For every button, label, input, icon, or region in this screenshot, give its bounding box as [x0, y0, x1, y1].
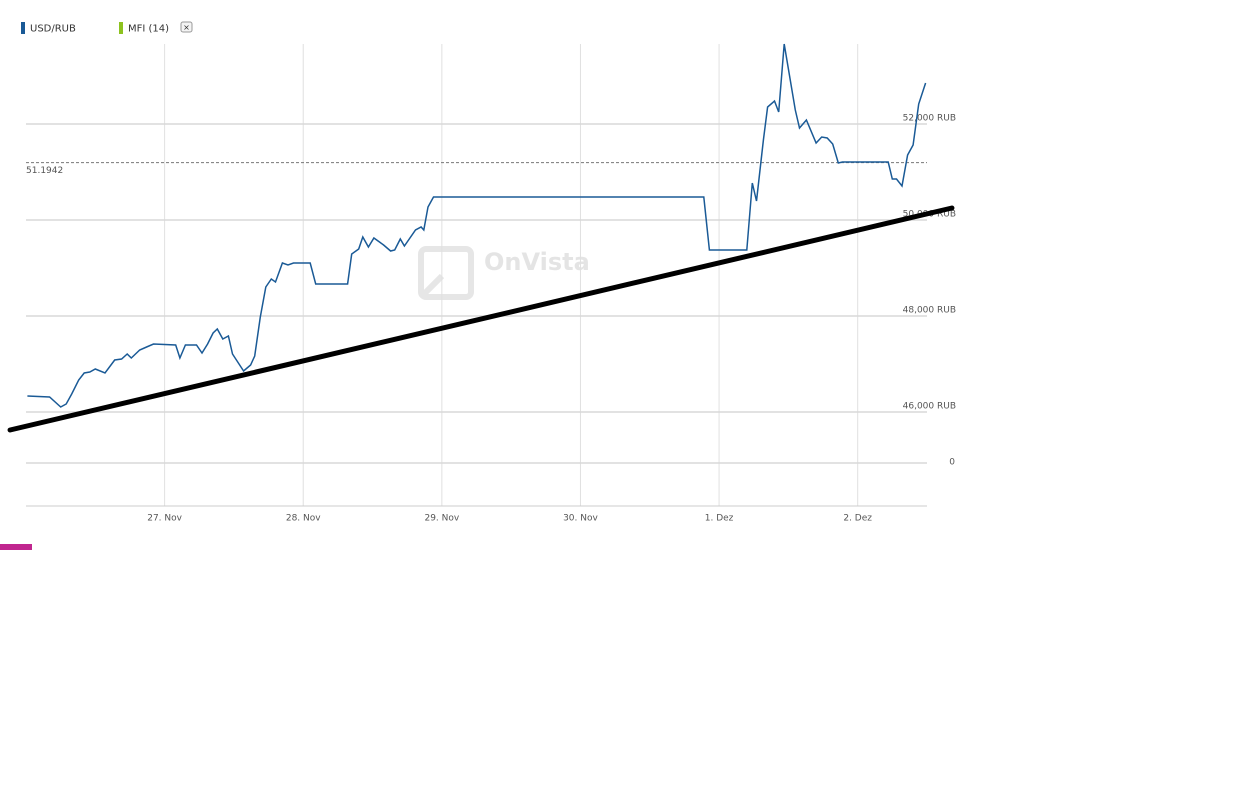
price-line — [27, 43, 927, 408]
close-indicator-button[interactable] — [180, 21, 193, 33]
y-tick-label: 48,000 RUB — [903, 306, 956, 316]
x-tick-label: 2. Dez — [843, 514, 872, 524]
legend-label[interactable]: MFI (14) — [128, 24, 169, 35]
x-tick-label: 28. Nov — [286, 514, 321, 524]
watermark-arrow — [421, 273, 445, 297]
close-icon[interactable]: × — [183, 23, 190, 32]
badge — [0, 544, 32, 550]
trendline — [7, 205, 955, 433]
legend-swatch — [21, 22, 25, 34]
x-tick-label: 27. Nov — [147, 514, 182, 524]
watermark-icon — [418, 246, 474, 300]
y-tick-label: 46,000 RUB — [903, 402, 956, 412]
y-tick-label: 52,000 RUB — [903, 114, 956, 124]
plot: 27. Nov 28. Nov 29. Nov 30. Nov 1. Dez 2. Dez… — [7, 43, 956, 524]
x-tick-label: 1. Dez — [705, 514, 734, 524]
indicator-tick-label: 0 — [949, 458, 955, 468]
legend-label[interactable]: USD/RUB — [30, 24, 76, 35]
watermark-text: OnVista — [484, 248, 590, 276]
x-tick-label: 29. Nov — [424, 514, 459, 524]
legend-swatch — [119, 22, 123, 34]
reference-label: 51.1942 — [26, 166, 63, 176]
x-tick-label: 30. Nov — [563, 514, 598, 524]
watermark: OnVista — [418, 246, 590, 300]
